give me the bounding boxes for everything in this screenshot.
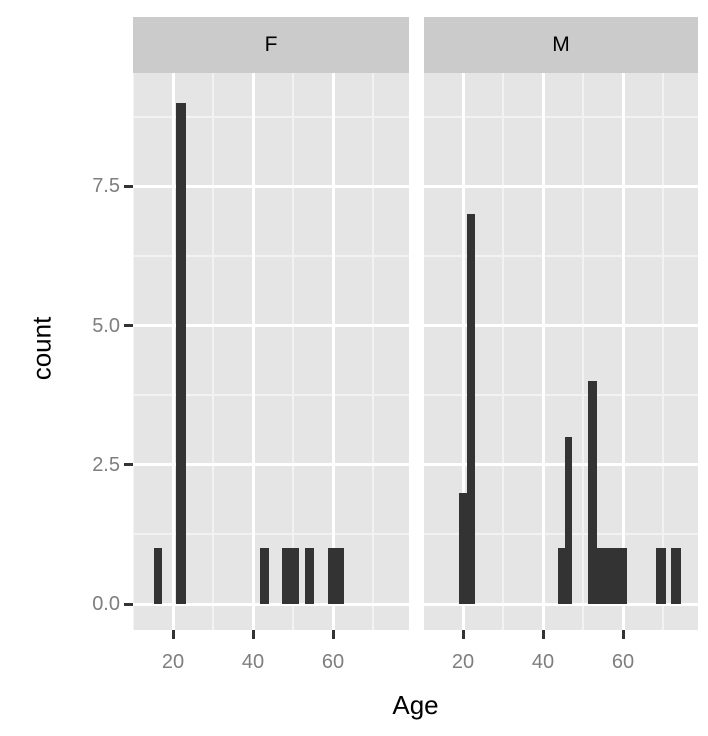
histogram-bar [281, 548, 300, 604]
facet-strip-m: M [424, 17, 698, 73]
x-tick-label: 40 [531, 651, 555, 673]
y-minor-gridline [133, 115, 409, 118]
x-tick-mark [331, 630, 335, 639]
y-tick-mark [124, 184, 133, 188]
x-minor-gridline [212, 73, 214, 630]
y-major-gridline [133, 184, 409, 188]
y-tick-label: 2.5 [92, 453, 120, 476]
y-minor-gridline [424, 254, 698, 257]
histogram-bar [587, 381, 597, 604]
x-tick-label: 20 [161, 651, 185, 673]
x-minor-gridline [292, 73, 294, 630]
histogram-bar [327, 548, 345, 604]
x-minor-gridline [133, 73, 134, 630]
y-minor-gridline [424, 115, 698, 118]
x-minor-gridline [582, 73, 584, 630]
histogram-bar [153, 548, 163, 604]
y-minor-gridline [424, 533, 698, 536]
y-major-gridline [424, 463, 698, 467]
x-major-gridline [461, 73, 465, 630]
panel-m [424, 73, 698, 630]
x-tick-label: 20 [451, 651, 475, 673]
x-major-gridline [171, 73, 175, 630]
y-minor-gridline [133, 394, 409, 397]
y-axis-title: count [16, 248, 68, 448]
y-tick-mark [124, 463, 133, 467]
histogram-bar [304, 548, 315, 604]
histogram-bar [558, 548, 565, 604]
y-major-gridline [133, 463, 409, 467]
y-tick-label: 5.0 [92, 314, 120, 337]
y-minor-gridline [133, 533, 409, 536]
y-major-gridline [424, 324, 698, 327]
histogram-bar [176, 102, 186, 604]
y-tick-label: 0.0 [92, 593, 120, 615]
panel-f [133, 73, 409, 630]
x-tick-label: 40 [241, 651, 265, 673]
x-tick-mark [541, 630, 545, 639]
y-tick-label: 7.5 [92, 175, 120, 198]
facet-strip-f-label: F [264, 33, 278, 56]
x-tick-mark [251, 630, 255, 639]
histogram-bar [260, 548, 270, 604]
y-axis-title-text: count [26, 316, 57, 380]
histogram-bar [655, 548, 666, 604]
histogram-bar [564, 436, 573, 604]
histogram-bar [459, 492, 467, 604]
y-major-gridline [133, 602, 409, 606]
x-minor-gridline [502, 73, 504, 630]
histogram-bar [671, 548, 681, 604]
y-major-gridline [133, 324, 409, 327]
x-tick-label: 60 [321, 651, 345, 673]
x-major-gridline [621, 73, 625, 630]
facet-strip-f: F [133, 17, 409, 73]
x-tick-mark [461, 630, 465, 639]
y-minor-gridline [424, 394, 698, 397]
facet-strip-m-label: M [552, 33, 570, 56]
y-tick-mark [124, 324, 133, 327]
y-minor-gridline [133, 254, 409, 257]
x-major-gridline [331, 73, 335, 630]
y-tick-mark [124, 602, 133, 606]
x-tick-mark [621, 630, 625, 639]
x-axis-title: Age [392, 690, 439, 720]
x-tick-mark [171, 630, 175, 639]
x-minor-gridline [662, 73, 664, 630]
x-major-gridline [251, 73, 255, 630]
x-tick-label: 60 [611, 651, 635, 673]
y-major-gridline [424, 184, 698, 188]
x-minor-gridline [372, 73, 374, 630]
x-major-gridline [541, 73, 545, 630]
y-major-gridline [424, 602, 698, 606]
histogram-bar [466, 214, 475, 604]
